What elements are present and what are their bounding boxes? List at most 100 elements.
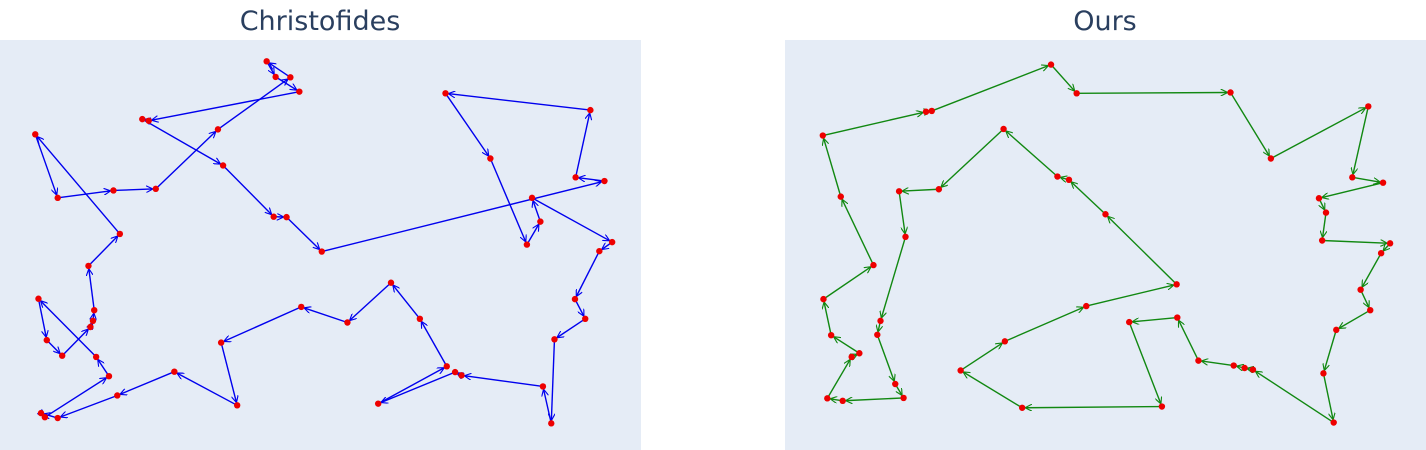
christofides-edge-53 [270, 63, 291, 78]
christofides-edge-51 [155, 132, 216, 190]
ours-node-45 [820, 295, 827, 303]
ours-edge-4 [1353, 106, 1369, 174]
ours-edge-3 [1270, 108, 1365, 160]
christofides-node-31 [217, 339, 225, 346]
christofides-edge-7 [321, 182, 601, 253]
christofides-node-54 [263, 58, 270, 65]
christofides-node-8 [601, 177, 608, 185]
christofides-node-12 [487, 155, 494, 162]
christofides-node-37 [41, 414, 49, 421]
ours-edge-2 [1229, 92, 1269, 155]
christofides-node-5 [270, 213, 277, 220]
christofides-edge-24 [381, 371, 456, 402]
ours-edge-20 [1179, 321, 1200, 361]
christofides-node-44 [89, 317, 97, 325]
ours-edge-11 [1362, 252, 1382, 286]
ours-node-43 [856, 350, 863, 357]
christofides-node-53 [287, 74, 294, 81]
ours-edges [823, 64, 1391, 424]
ours-edge-34 [898, 191, 905, 233]
ours-node-44 [827, 332, 835, 339]
ours-node-18 [1241, 364, 1248, 372]
ours-node-3 [1267, 155, 1275, 162]
christofides-node-28 [387, 279, 395, 286]
ours-edge-28 [1108, 217, 1178, 285]
ours-node-38 [892, 380, 899, 388]
ours-node-22 [1126, 318, 1133, 326]
christofides-node-48 [32, 131, 39, 138]
ours-panel: Ours [785, 6, 1426, 450]
ours-edge-22 [1128, 321, 1160, 403]
ours-edge-14 [1324, 329, 1337, 370]
christofides-node-18 [571, 295, 579, 303]
ours-node-49 [922, 108, 930, 115]
christofides-node-17 [596, 247, 603, 255]
christofides-edge-22 [465, 376, 544, 388]
christofides-edge-11 [444, 92, 488, 155]
christofides-title: Christofides [240, 6, 401, 37]
christofides-edge-9 [574, 114, 590, 178]
christofides-edge-40 [37, 298, 46, 337]
ours-edge-43 [834, 337, 860, 354]
christofides-edge-42 [61, 329, 88, 357]
christofides-edge-20 [551, 339, 556, 420]
christofides-edge-52 [217, 79, 288, 130]
christofides-node-2 [145, 117, 152, 124]
christofides-node-22 [539, 383, 547, 390]
christofides-edge-8 [579, 178, 605, 181]
ours-node-9 [1318, 237, 1326, 244]
ours-edge-29 [1072, 182, 1106, 215]
ours-node-29 [1102, 211, 1109, 218]
ours-node-1 [1073, 90, 1080, 97]
christofides-edge-6 [286, 216, 320, 249]
ours-node-25 [957, 367, 964, 374]
christofides-node-39 [92, 353, 100, 361]
ours-edge-9 [1322, 240, 1386, 243]
ours-node-35 [902, 233, 909, 240]
ours-edge-24 [964, 372, 1023, 409]
ours-node-7 [1315, 195, 1323, 202]
ours-node-4 [1365, 103, 1372, 110]
christofides-node-4 [219, 162, 227, 169]
ours-node-11 [1377, 250, 1385, 257]
ours-edge-45 [823, 267, 870, 300]
christofides-node-13 [523, 241, 531, 248]
christofides-edge-38 [98, 360, 110, 377]
ours-edge-33 [903, 189, 939, 191]
christofides-node-35 [54, 414, 61, 422]
christofides-node-1 [296, 88, 303, 95]
ours-edge-23 [1026, 407, 1162, 408]
christofides-edge-45 [89, 269, 95, 311]
ours-node-5 [1349, 174, 1356, 181]
ours-node-37 [874, 331, 881, 338]
ours-node-17 [1249, 366, 1257, 373]
ours-node-13 [1367, 306, 1374, 314]
christofides-node-3 [139, 115, 146, 123]
ours-edge-27 [1086, 285, 1173, 307]
ours-node-34 [895, 188, 903, 195]
christofides-edge-50 [113, 189, 152, 191]
ours-edge-35 [882, 236, 907, 318]
christofides-edge-1 [152, 90, 300, 120]
christofides-node-6 [283, 213, 290, 221]
christofides-node-27 [416, 315, 424, 322]
christofides-edge-17 [577, 250, 600, 296]
ours-nodes [819, 61, 1394, 426]
ours-edge-6 [1322, 181, 1384, 198]
ours-node-0 [1047, 61, 1055, 68]
christofides-node-40 [35, 295, 42, 302]
ours-edge-32 [941, 128, 1005, 187]
christofides-node-33 [171, 368, 178, 375]
christofides-panel: Christofides [0, 6, 641, 450]
christofides-edge-33 [121, 371, 175, 394]
christofides-edge-3 [141, 118, 220, 164]
christofides-node-38 [105, 373, 113, 380]
christofides-edge-14 [533, 201, 542, 222]
christofides-edge-19 [557, 318, 586, 338]
christofides-edge-48 [34, 134, 56, 194]
christofides-edge-39 [41, 301, 97, 358]
ours-node-46 [870, 261, 877, 269]
ours-node-42 [848, 353, 855, 361]
ours-edge-44 [824, 303, 832, 336]
christofides-node-14 [537, 218, 544, 225]
